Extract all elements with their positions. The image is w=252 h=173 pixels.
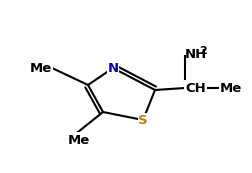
Text: S: S (138, 113, 147, 126)
Text: Me: Me (68, 134, 90, 147)
Text: NH: NH (184, 48, 206, 61)
Text: N: N (107, 61, 118, 75)
Text: CH: CH (184, 81, 205, 94)
Text: 2: 2 (198, 46, 206, 56)
Text: Me: Me (30, 61, 52, 75)
Text: Me: Me (219, 81, 241, 94)
